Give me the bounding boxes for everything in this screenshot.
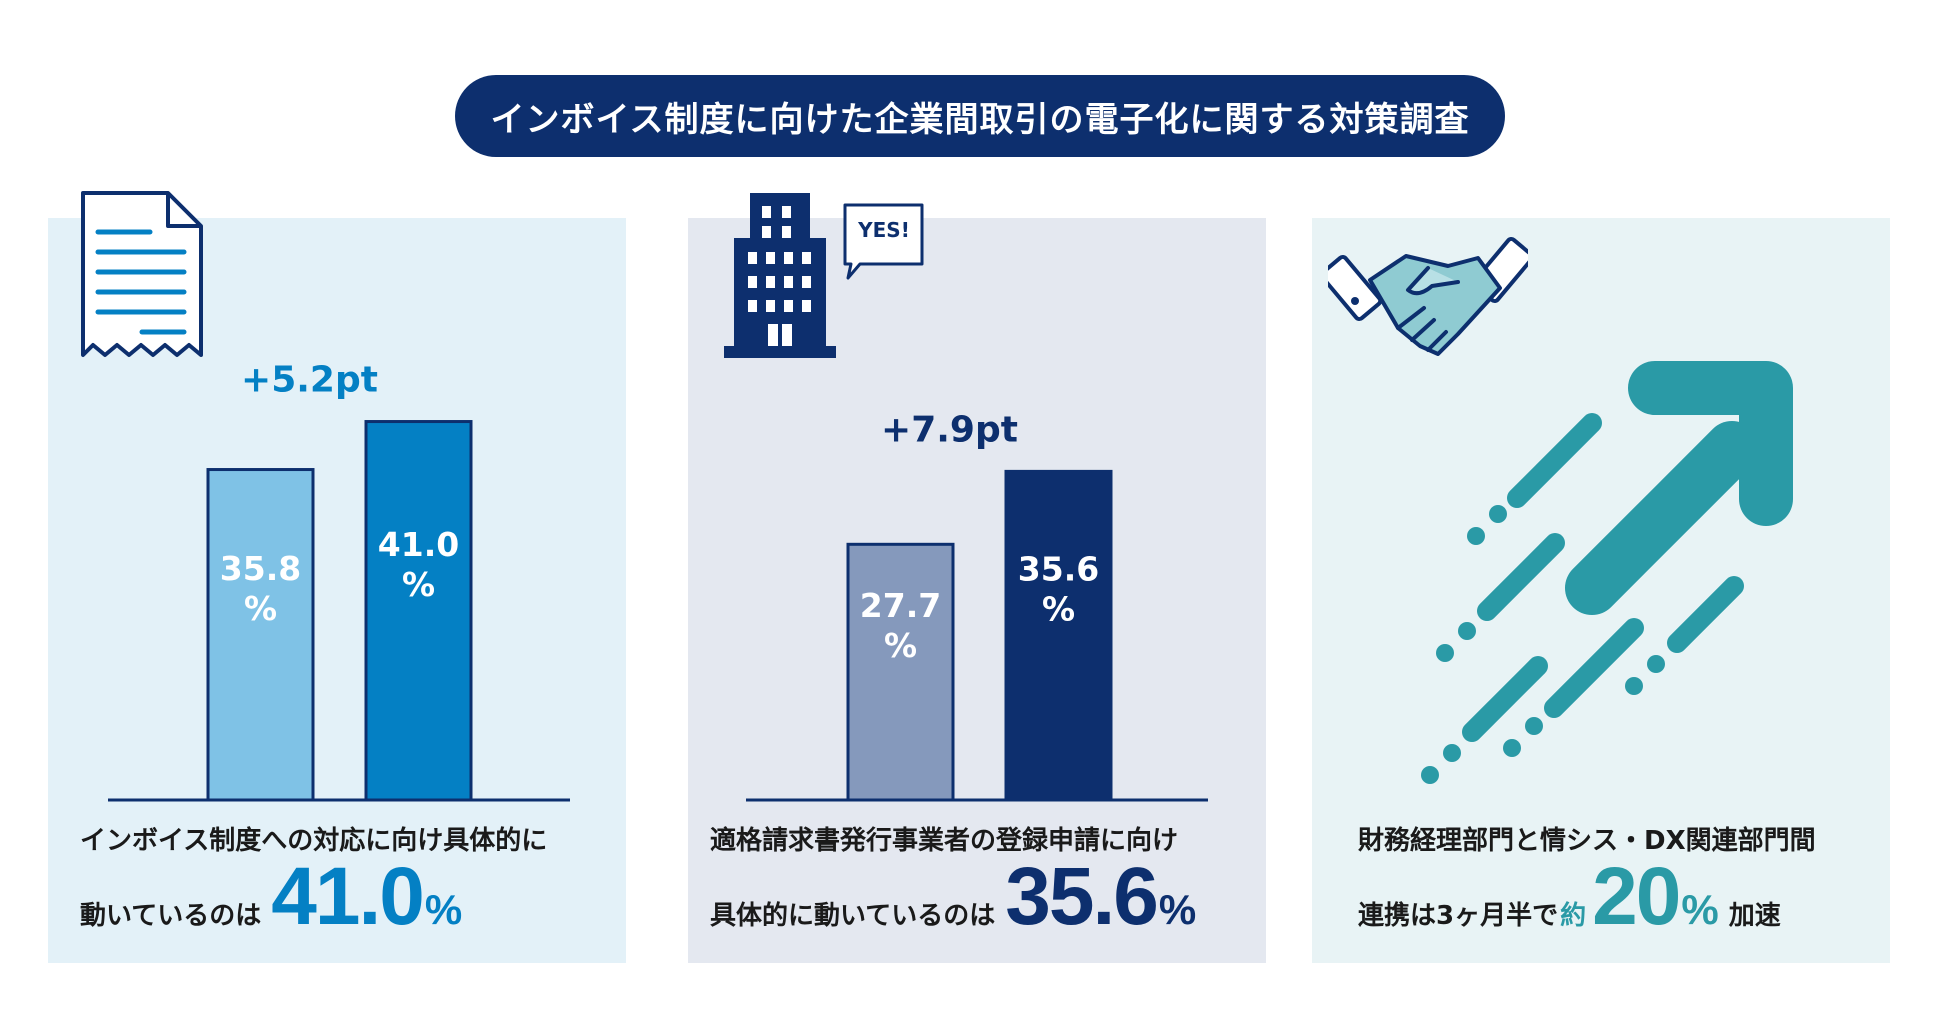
bar-value-label-1: 27.7 <box>860 586 941 625</box>
speech-bubble-text: YES! <box>858 218 910 242</box>
bar-value-label-2: 41.0 <box>378 525 459 564</box>
receipt-icon <box>81 191 203 357</box>
bar-chart-invoice-response: 35.8%41.0%+5.2pt <box>108 360 570 802</box>
approx-label: 約 <box>1560 901 1587 931</box>
difference-label: +7.9pt <box>881 409 1018 450</box>
suffix-label: 加速 <box>1728 901 1781 931</box>
caption-line-2: 具体的に動いているのは 35.6 % <box>710 851 1250 942</box>
building-icon <box>724 193 836 358</box>
handshake-icon <box>1328 237 1528 356</box>
bar-unit-label-1: % <box>884 626 917 665</box>
speech-bubble-icon <box>843 203 924 280</box>
caption-line-2-text: 具体的に動いているのは <box>710 901 996 931</box>
bar-1 <box>206 468 315 802</box>
bar-unit-label-2: % <box>402 565 435 604</box>
caption-line-1: インボイス制度への対応に向け具体的に <box>80 826 548 856</box>
difference-label: +5.2pt <box>241 360 378 401</box>
highlight-unit: % <box>424 886 463 933</box>
highlight-value: 41.0 <box>271 851 425 942</box>
highlight-unit: % <box>1158 886 1197 933</box>
speed-arrow-graphic <box>1421 361 1793 784</box>
bar-2 <box>364 420 473 802</box>
bar-1 <box>846 542 955 802</box>
highlight-value: 20 <box>1592 851 1681 942</box>
bar-value-label-2: 35.6 <box>1018 550 1099 589</box>
panel-collaboration: 財務経理部門と情シス・DX関連部門間 連携は3ヶ月半で 約 20 % 加速 <box>1312 218 1890 963</box>
bar-unit-label-2: % <box>1042 590 1075 629</box>
caption-line-2: 連携は3ヶ月半で 約 20 % 加速 <box>1358 851 1898 942</box>
caption-registration: 適格請求書発行事業者の登録申請に向け 具体的に動いているのは 35.6 % <box>710 820 1250 942</box>
survey-title: インボイス制度に向けた企業間取引の電子化に関する対策調査 <box>490 99 1470 140</box>
caption-line-2-text: 動いているのは <box>80 901 262 931</box>
caption-invoice-response: インボイス制度への対応に向け具体的に 動いているのは 41.0 % <box>80 820 620 942</box>
bar-unit-label-1: % <box>244 589 277 628</box>
caption-line-2-text: 連携は3ヶ月半で <box>1358 901 1559 931</box>
highlight-value: 35.6 <box>1005 851 1159 942</box>
highlight-unit: % <box>1681 886 1719 933</box>
bar-value-label-1: 35.8 <box>220 549 301 588</box>
bar-2 <box>1004 469 1113 802</box>
speech-bubble: YES! <box>842 202 926 286</box>
caption-line-1: 適格請求書発行事業者の登録申請に向け <box>710 826 1179 856</box>
caption-collaboration: 財務経理部門と情シス・DX関連部門間 連携は3ヶ月半で 約 20 % 加速 <box>1358 820 1898 942</box>
caption-line-1: 財務経理部門と情シス・DX関連部門間 <box>1358 826 1816 856</box>
bar-chart-registration: 27.7%35.6%+7.9pt <box>746 409 1208 802</box>
survey-title-banner: インボイス制度に向けた企業間取引の電子化に関する対策調査 <box>455 75 1505 157</box>
up-right-arrow-icon <box>1565 361 1793 615</box>
caption-line-2: 動いているのは 41.0 % <box>80 851 620 942</box>
